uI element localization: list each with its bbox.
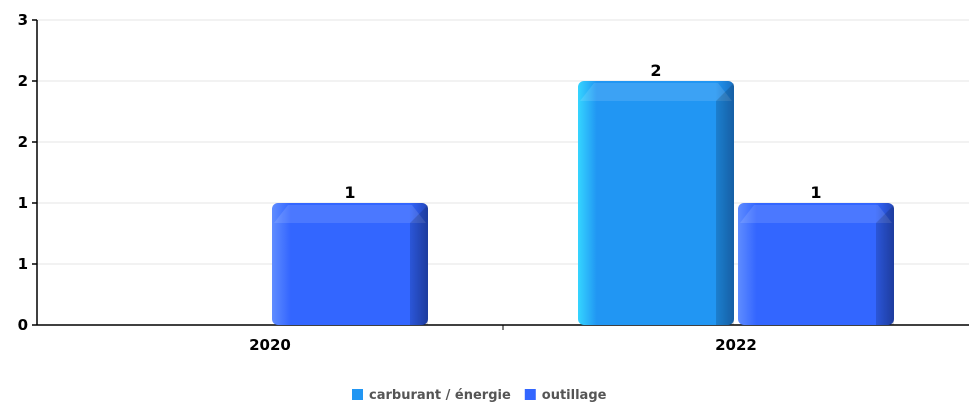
y-tick-label: 3 bbox=[18, 11, 28, 29]
bar-side-shade bbox=[876, 205, 894, 325]
bar-side-shade bbox=[410, 205, 428, 325]
bar-body bbox=[738, 203, 894, 325]
legend-swatch bbox=[352, 389, 363, 400]
y-axis-ticks: 0 1 1 2 2 3 bbox=[18, 11, 37, 334]
bar-top-bevel bbox=[274, 205, 426, 223]
data-label: 2 bbox=[650, 61, 661, 80]
bar-top-bevel bbox=[740, 205, 892, 223]
legend-label: outillage bbox=[542, 388, 607, 403]
x-tick-label: 2022 bbox=[715, 336, 757, 354]
x-axis-ticks: 2020 2022 bbox=[249, 325, 757, 354]
bar-body bbox=[272, 203, 428, 325]
bar[interactable] bbox=[738, 203, 894, 325]
legend[interactable]: carburant / énergie outillage bbox=[352, 388, 607, 403]
y-tick-label: 2 bbox=[18, 72, 28, 90]
legend-item[interactable]: outillage bbox=[524, 388, 607, 403]
bar-top-bevel bbox=[580, 83, 732, 101]
bar-body bbox=[578, 81, 734, 325]
bar[interactable] bbox=[272, 203, 428, 325]
data-label: 1 bbox=[344, 183, 355, 202]
legend-item[interactable]: carburant / énergie bbox=[352, 388, 511, 403]
bars bbox=[272, 81, 894, 325]
bar[interactable] bbox=[578, 81, 734, 325]
legend-swatch bbox=[524, 389, 536, 400]
data-label: 1 bbox=[810, 183, 821, 202]
y-tick-label: 1 bbox=[18, 194, 28, 212]
legend-label: carburant / énergie bbox=[369, 388, 511, 403]
y-tick-label: 1 bbox=[18, 255, 28, 273]
bar-side-shade bbox=[716, 83, 734, 325]
x-tick-label: 2020 bbox=[249, 336, 291, 354]
y-tick-label: 0 bbox=[18, 316, 28, 334]
y-tick-label: 2 bbox=[18, 133, 28, 151]
data-labels: 2 1 1 bbox=[344, 61, 821, 202]
